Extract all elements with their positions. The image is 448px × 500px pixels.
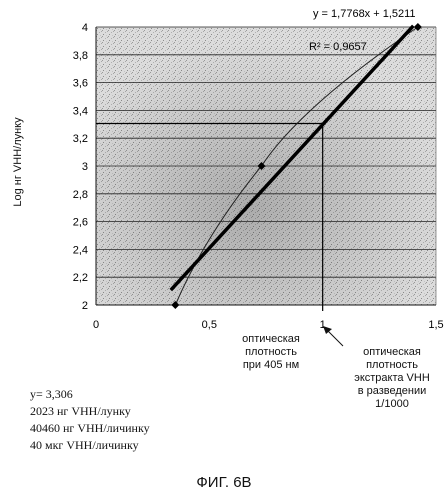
- x-tick-labels: 0 0,5 1 1,5: [93, 319, 444, 331]
- y-tick-label: 2,4: [73, 244, 88, 256]
- annotation-line: оптическая: [242, 333, 300, 345]
- annotation-line: экстракта VHH: [354, 372, 430, 384]
- x-tick-label: 0,5: [202, 319, 217, 331]
- data-point: [171, 301, 180, 309]
- y-tick-label: 2,2: [73, 272, 88, 284]
- y-tick-label: 2,8: [73, 189, 88, 201]
- annotation-line: плотность: [245, 346, 297, 358]
- annotation-line: при 405 нм: [242, 359, 300, 371]
- y-tick-label: 3,4: [73, 105, 88, 117]
- y-tick-label: 3,6: [73, 78, 88, 90]
- y-tick-label: 3: [82, 161, 88, 173]
- results-block: y= 3,306 2023 нг VHH/лунку 40460 нг VHH/…: [30, 386, 150, 454]
- trendline: [169, 24, 415, 292]
- annotation-od405: оптическая плотность при 405 нм: [226, 333, 316, 372]
- result-y-value: y= 3,306: [30, 387, 73, 401]
- x-tick-label: 0: [93, 319, 99, 331]
- result-ug-per-larva: 40 мкг VHH/личинку: [30, 438, 139, 452]
- annotation-line: в разведении: [357, 385, 427, 397]
- r-squared-label: R² = 0,9657: [309, 41, 367, 53]
- y-tick-label: 3,2: [73, 133, 88, 145]
- annotation-line: оптическая: [363, 346, 421, 358]
- reference-guides: [96, 122, 324, 311]
- annotation-line: 1/1000: [375, 398, 409, 410]
- annotation-line: плотность: [366, 359, 418, 371]
- annotation-extract: оптическая плотность экстракта VHH в раз…: [338, 346, 446, 411]
- y-tick-label: 2,6: [73, 217, 88, 229]
- y-axis-label: Log нг VHH/лунку: [12, 117, 24, 207]
- trendline-equation: y = 1,7768x + 1,5211: [313, 8, 416, 20]
- y-tick-labels: 2 2,2 2,4 2,6 2,8 3 3,2 3,4 3,6 3,8 4: [73, 22, 88, 312]
- result-ng-per-larva: 40460 нг VHH/личинку: [30, 421, 150, 435]
- data-point: [413, 23, 422, 31]
- y-tick-label: 4: [82, 22, 88, 34]
- result-ng-per-well: 2023 нг VHH/лунку: [30, 404, 131, 418]
- y-tick-label: 3,8: [73, 50, 88, 62]
- data-point: [257, 162, 266, 170]
- data-points: [171, 23, 422, 309]
- x-tick-label: 1: [320, 319, 326, 331]
- y-tick-label: 2: [82, 300, 88, 312]
- gridlines: [96, 26, 437, 305]
- figure-caption: ФИГ. 6В: [196, 474, 252, 491]
- annotation-arrow-head: [323, 326, 332, 334]
- x-tick-label: 1,5: [428, 319, 443, 331]
